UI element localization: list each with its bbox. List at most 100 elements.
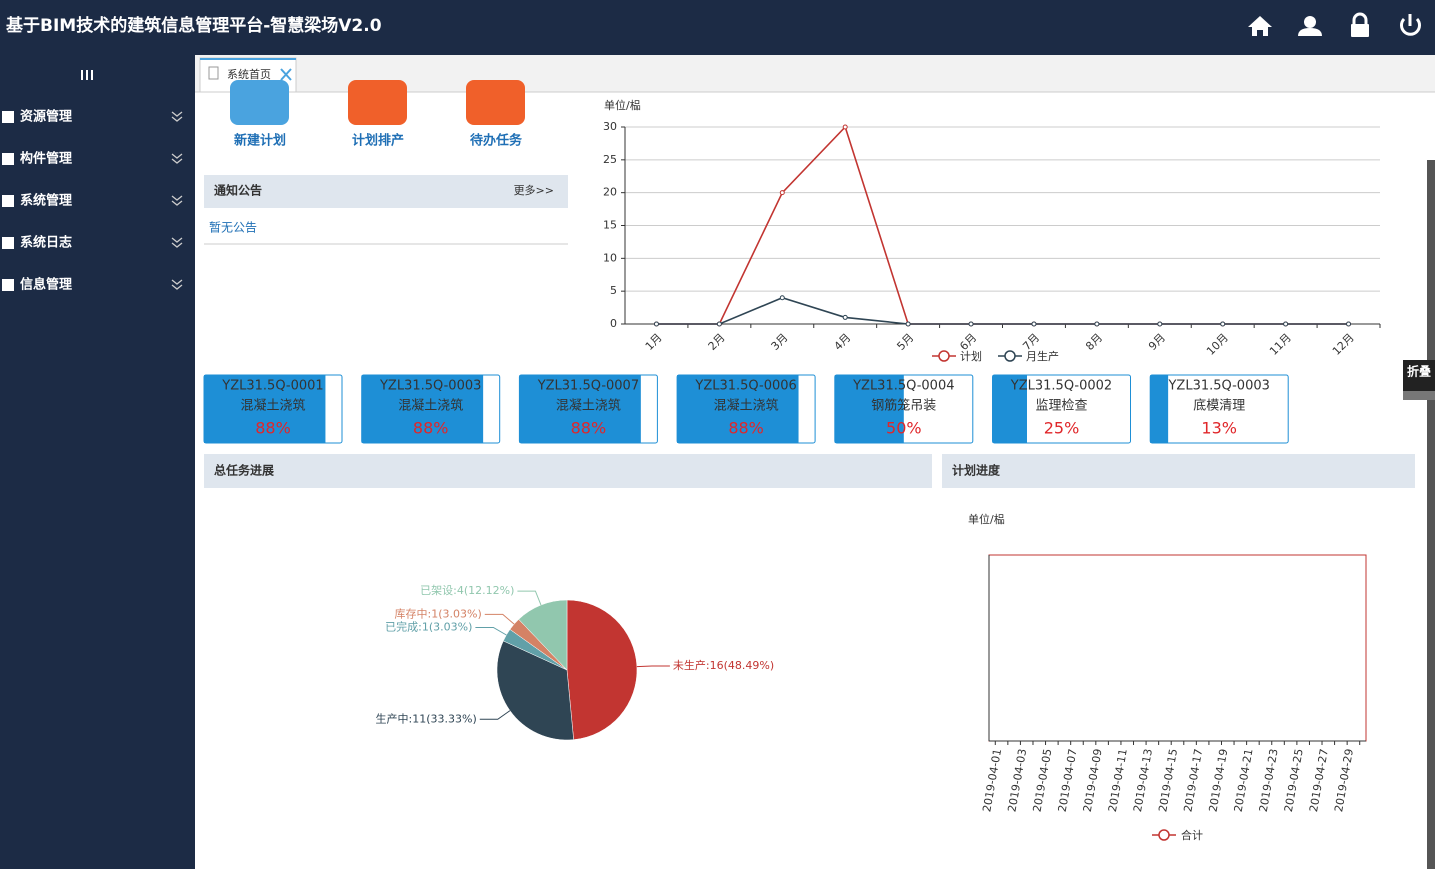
menu-chevron [171, 153, 183, 164]
plan-panel-title: 计划进度 [952, 463, 1001, 478]
legend-label[interactable]: 计划 [960, 350, 982, 363]
plot-frame [988, 554, 1367, 742]
x-tick-label: 12月 [1330, 331, 1357, 358]
x-tick-label: 2019-04-11 [1106, 748, 1130, 813]
menu-icon [2, 279, 14, 291]
unit-label: 单位/榀 [604, 98, 641, 112]
task-code: YZL31.5Q-0007 [537, 379, 639, 394]
legend-label[interactable]: 月生产 [1026, 349, 1059, 363]
pie-leader [636, 665, 670, 668]
quick-action-label[interactable]: 计划排产 [352, 133, 404, 149]
legend-label[interactable]: 合计 [1181, 828, 1203, 842]
x-tick-label: 4月 [832, 331, 854, 353]
y-tick-label: 30 [603, 120, 617, 133]
menu-icon [2, 237, 14, 249]
legend-marker [1158, 829, 1170, 841]
collapse-tab-strip [1403, 391, 1435, 400]
line-point [968, 321, 974, 327]
x-tick-label: 2019-04-03 [1005, 748, 1029, 813]
pie-label: 已架设:4(12.12%) [420, 584, 514, 597]
task-percent: 88% [255, 419, 291, 438]
task-name: 混凝土浇筑 [398, 398, 463, 414]
menu-icon [2, 195, 14, 207]
y-tick-label: 15 [603, 219, 617, 232]
task-percent: 88% [571, 419, 607, 438]
total-panel-title: 总任务进展 [214, 463, 274, 478]
task-percent: 88% [413, 419, 449, 438]
line-point [779, 295, 785, 301]
tab-accent [200, 58, 296, 60]
tab-title[interactable]: 系统首页 [227, 67, 271, 81]
y-tick-label: 0 [610, 317, 617, 330]
lock-shackle [1352, 12, 1368, 24]
quick-action-label[interactable]: 待办任务 [469, 133, 523, 149]
sidebar [0, 55, 195, 869]
menu-item[interactable]: 信息管理 [20, 277, 72, 293]
x-tick-label: 2019-04-17 [1181, 748, 1205, 813]
header-icons [1248, 12, 1421, 37]
x-tick-label: 2019-04-19 [1206, 748, 1230, 813]
tab-icon [208, 66, 219, 80]
menu-chevron [171, 237, 183, 248]
x-tick-label: 2019-04-09 [1081, 748, 1105, 813]
menu-chevron [171, 195, 183, 206]
user-icon[interactable] [1304, 16, 1316, 28]
collapse-label[interactable]: 折叠 [1407, 364, 1431, 379]
plan-panel-bar [942, 454, 1415, 488]
legend-marker [1004, 350, 1016, 362]
line-point [1220, 321, 1226, 327]
menu-toggle[interactable] [81, 70, 93, 80]
quick-action-icon[interactable] [348, 80, 407, 125]
power-icon[interactable] [1400, 17, 1421, 36]
task-name: 钢筋笼吊装 [871, 398, 936, 414]
pie-slice[interactable] [496, 640, 574, 741]
tab-close[interactable] [280, 68, 292, 81]
line-point [653, 321, 659, 327]
line-series [656, 296, 1349, 325]
quick-action-label[interactable]: 新建计划 [234, 133, 286, 149]
pie-slice[interactable] [566, 599, 638, 740]
x-tick-label: 10月 [1204, 331, 1231, 358]
x-tick-label: 2019-04-07 [1056, 748, 1080, 813]
task-progress [361, 375, 484, 443]
task-percent: 50% [886, 419, 922, 438]
menu-item[interactable]: 构件管理 [20, 151, 72, 167]
x-tick-label: 1月 [643, 331, 665, 353]
pie-label: 生产中:11(33.33%) [376, 711, 477, 725]
task-progress [204, 375, 326, 443]
line-point [842, 314, 848, 320]
task-code: YZL31.5Q-0003 [1167, 379, 1269, 394]
pie-label: 未生产:16(48.49%) [673, 658, 774, 672]
lock-icon[interactable] [1351, 24, 1369, 37]
menu-item[interactable]: 系统管理 [20, 193, 72, 209]
task-progress [519, 375, 641, 443]
home-icon[interactable] [1248, 16, 1272, 36]
task-name: 监理检查 [1035, 399, 1087, 414]
x-tick-label: 3月 [769, 331, 791, 353]
menu-item[interactable]: 资源管理 [20, 109, 72, 125]
scrollbar[interactable] [1427, 160, 1435, 869]
line-point [842, 124, 848, 130]
menu-chevron [171, 279, 183, 290]
y-tick-label: 20 [603, 186, 617, 199]
x-tick-label: 2019-04-05 [1031, 748, 1055, 813]
pie-label: 已完成:1(3.03%) [385, 620, 472, 634]
menu-item[interactable]: 系统日志 [20, 235, 72, 251]
x-tick-label: 2019-04-21 [1232, 748, 1256, 813]
task-progress [1150, 375, 1169, 443]
x-tick-label: 11月 [1267, 331, 1294, 358]
task-code: YZL31.5Q-0001 [221, 379, 323, 394]
quick-action-icon[interactable] [466, 80, 525, 125]
quick-action-icon[interactable] [230, 80, 289, 125]
menu-icon [2, 153, 14, 165]
notice-more[interactable]: 更多>> [514, 183, 554, 197]
task-name: 混凝土浇筑 [556, 398, 621, 414]
task-code: YZL31.5Q-0003 [379, 379, 481, 394]
menu-chevron [171, 111, 183, 122]
pie-leader [475, 627, 507, 636]
x-tick-label: 5月 [894, 331, 916, 353]
notice-bar [204, 175, 568, 208]
legend-marker [938, 350, 950, 362]
task-progress [992, 375, 1027, 443]
